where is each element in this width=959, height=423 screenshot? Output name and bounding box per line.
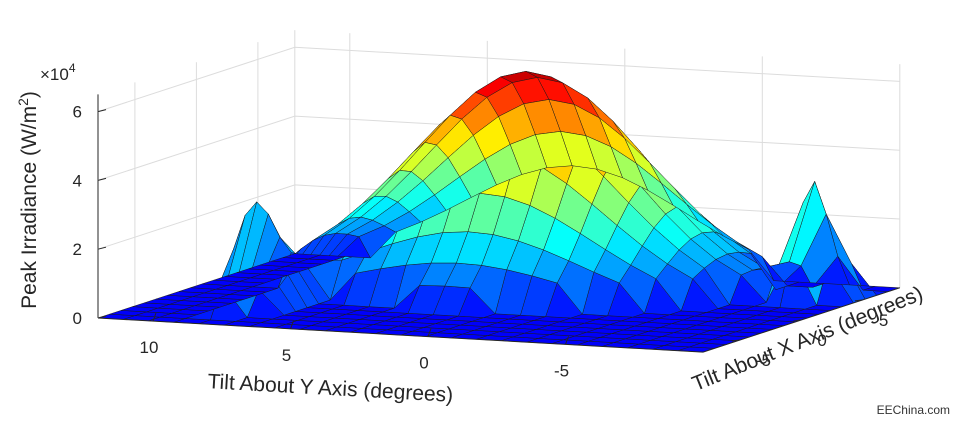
z-tick-mark bbox=[97, 177, 107, 181]
z-tick-label: 0 bbox=[73, 309, 82, 328]
z-gridline bbox=[97, 184, 900, 250]
z-tick-mark bbox=[97, 246, 107, 250]
y-tick-label: 5 bbox=[282, 346, 291, 365]
z-tick-label: 6 bbox=[73, 103, 82, 122]
x-tick-mark bbox=[731, 339, 740, 342]
y-tick-mark bbox=[290, 320, 294, 330]
x-tick-mark bbox=[793, 319, 802, 322]
z-gridline bbox=[97, 46, 900, 113]
z-gridline bbox=[97, 115, 900, 181]
z-exponent-label: ×104 bbox=[40, 61, 76, 84]
z-tick-mark bbox=[97, 315, 107, 319]
y-tick-label: -5 bbox=[554, 361, 569, 380]
y-tick-mark bbox=[565, 336, 569, 345]
y-tick-mark bbox=[152, 312, 157, 322]
y-axis-label: Tilt About Y Axis (degrees) bbox=[207, 370, 454, 407]
surface-patch bbox=[283, 253, 321, 260]
x-tick-label: 5 bbox=[879, 311, 888, 330]
x-tick-label: -5 bbox=[756, 351, 771, 370]
y-tick-label: 0 bbox=[419, 354, 428, 373]
y-axis-line bbox=[97, 317, 704, 353]
z-tick-label: 2 bbox=[73, 240, 82, 259]
x-tick-mark bbox=[854, 299, 863, 302]
z-tick-mark bbox=[97, 109, 107, 113]
y-tick-label: 10 bbox=[140, 338, 159, 357]
z-tick-label: 4 bbox=[73, 171, 82, 190]
x-tick-label: 0 bbox=[817, 331, 826, 350]
watermark-text: EEChina.com bbox=[877, 403, 950, 417]
z-axis-label: Peak Irradiance (W/m2) bbox=[15, 91, 41, 309]
y-tick-mark bbox=[427, 328, 432, 337]
tick-labels: 0 2 4 6 10 5 0 -5 5 0 -5 bbox=[73, 103, 900, 380]
surface-plot bbox=[97, 70, 900, 353]
